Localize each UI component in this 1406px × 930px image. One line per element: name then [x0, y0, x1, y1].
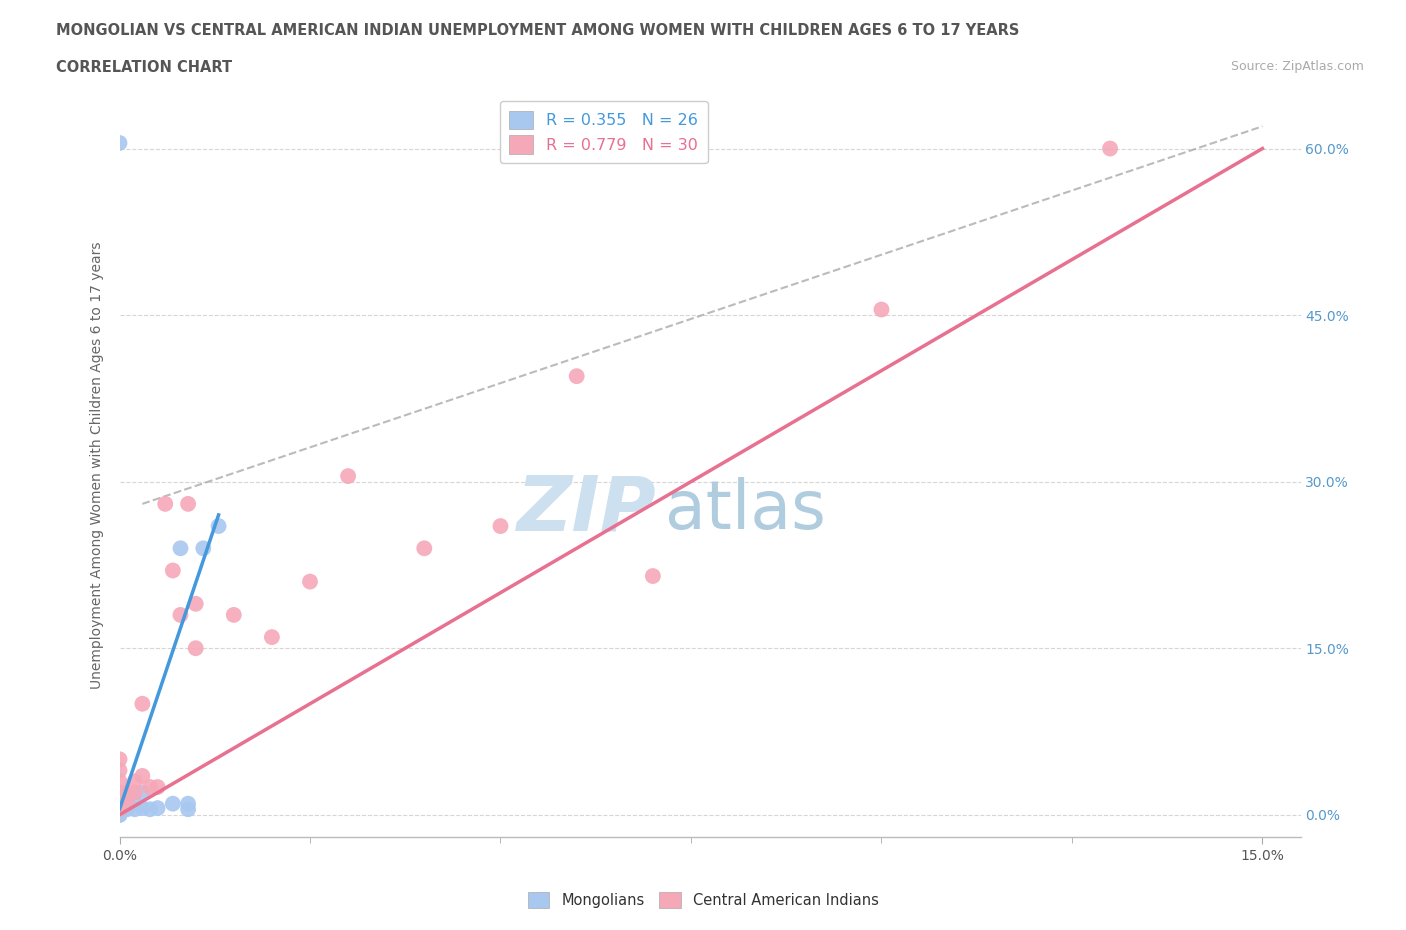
Point [108, 802, 131, 817]
Point [155, 497, 177, 512]
Point [108, 802, 131, 817]
Point [413, 541, 436, 556]
Text: ZIP: ZIP [517, 472, 657, 547]
Point [124, 802, 146, 817]
Text: CORRELATION CHART: CORRELATION CHART [56, 60, 232, 75]
Point [131, 801, 153, 816]
Point [870, 302, 893, 317]
Point [108, 796, 131, 811]
Point [108, 796, 131, 811]
Point [131, 768, 153, 783]
Point [162, 563, 184, 578]
Point [222, 607, 245, 622]
Point [177, 497, 200, 512]
Point [108, 807, 131, 822]
Point [124, 774, 146, 789]
Point [108, 801, 131, 816]
Text: atlas: atlas [665, 477, 827, 542]
Point [169, 541, 191, 556]
Point [115, 801, 138, 816]
Point [115, 796, 138, 811]
Point [108, 790, 131, 805]
Point [177, 802, 200, 817]
Point [131, 697, 153, 711]
Point [260, 630, 283, 644]
Point [139, 802, 162, 817]
Point [184, 641, 207, 656]
Point [108, 807, 131, 822]
Point [108, 136, 131, 151]
Point [641, 568, 664, 583]
Point [108, 763, 131, 777]
Text: Source: ZipAtlas.com: Source: ZipAtlas.com [1230, 60, 1364, 73]
Y-axis label: Unemployment Among Women with Children Ages 6 to 17 years: Unemployment Among Women with Children A… [90, 241, 104, 689]
Point [565, 368, 588, 383]
Point [124, 785, 146, 800]
Point [115, 785, 138, 800]
Point [108, 794, 131, 809]
Legend: R = 0.355   N = 26, R = 0.779   N = 30: R = 0.355 N = 26, R = 0.779 N = 30 [501, 101, 707, 164]
Point [337, 469, 360, 484]
Point [108, 751, 131, 766]
Point [489, 519, 512, 534]
Point [184, 596, 207, 611]
Point [139, 779, 162, 794]
Point [177, 796, 200, 811]
Point [207, 519, 229, 534]
Point [193, 541, 215, 556]
Point [162, 796, 184, 811]
Text: MONGOLIAN VS CENTRAL AMERICAN INDIAN UNEMPLOYMENT AMONG WOMEN WITH CHILDREN AGES: MONGOLIAN VS CENTRAL AMERICAN INDIAN UNE… [56, 23, 1019, 38]
Point [146, 801, 169, 816]
Point [124, 796, 146, 811]
Point [108, 785, 131, 800]
Point [169, 607, 191, 622]
Legend: Mongolians, Central American Indians: Mongolians, Central American Indians [522, 886, 884, 913]
Point [115, 802, 138, 817]
Point [108, 774, 131, 789]
Point [298, 574, 321, 589]
Point [108, 804, 131, 819]
Point [108, 807, 131, 822]
Point [1099, 141, 1122, 156]
Point [146, 779, 169, 794]
Point [108, 804, 131, 819]
Point [131, 785, 153, 800]
Point [108, 805, 131, 820]
